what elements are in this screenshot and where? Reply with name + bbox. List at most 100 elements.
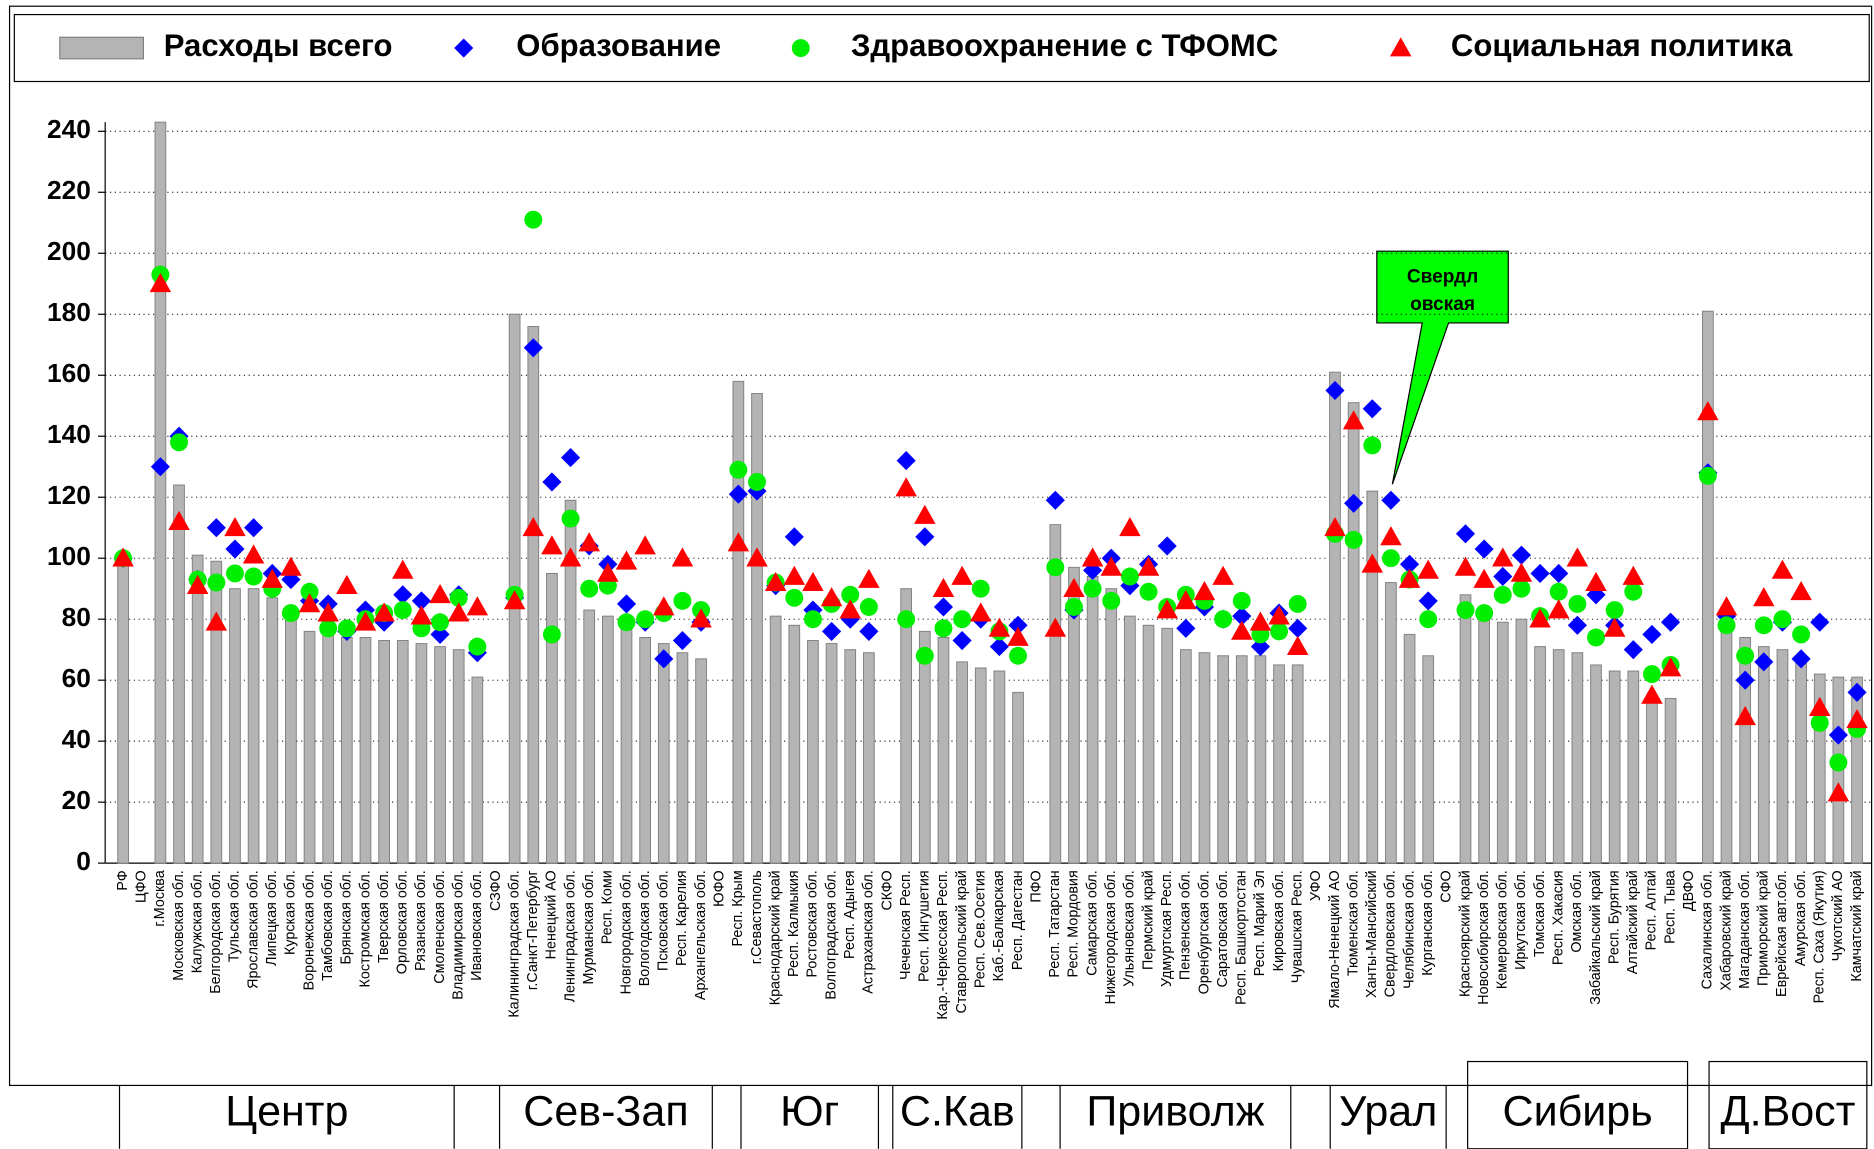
region-label: Сибирь bbox=[1503, 1087, 1653, 1135]
x-tick-label: Саратовская обл. bbox=[1215, 870, 1231, 987]
bar bbox=[1124, 615, 1136, 864]
diamond-marker bbox=[1474, 539, 1494, 559]
circle-marker bbox=[337, 619, 356, 638]
diamond-marker bbox=[616, 594, 637, 614]
bar bbox=[1627, 670, 1640, 864]
circle-marker bbox=[561, 509, 580, 528]
bar bbox=[974, 667, 987, 864]
x-tick-label: Волгоградская обл. bbox=[823, 870, 839, 999]
y-tick-label: 160 bbox=[47, 358, 91, 388]
x-tick-label: Кар.-Черкесская Респ. bbox=[935, 870, 951, 1019]
x-tick-label: Тверская обл. bbox=[376, 870, 392, 963]
diamond-marker bbox=[952, 630, 972, 651]
circle-marker bbox=[1363, 436, 1382, 455]
x-tick-label: Кировская обл. bbox=[1271, 870, 1287, 971]
triangle-marker bbox=[671, 547, 694, 567]
diamond-marker bbox=[1735, 670, 1755, 690]
circle-marker bbox=[1102, 591, 1121, 610]
bar bbox=[1422, 655, 1435, 864]
triangle-marker bbox=[1361, 553, 1384, 573]
region-label: С.Кав bbox=[900, 1087, 1015, 1135]
x-tick-label: Нижегородская обл. bbox=[1103, 870, 1119, 1004]
diamond-marker bbox=[1530, 563, 1550, 584]
triangle-marker bbox=[466, 596, 489, 616]
bar bbox=[863, 652, 875, 864]
diamond-marker bbox=[561, 448, 581, 468]
x-tick-label: Респ. Мордовия bbox=[1066, 870, 1082, 977]
x-tick-label: Каб.-Балкарская bbox=[991, 870, 1007, 981]
bar bbox=[303, 630, 316, 864]
bar bbox=[583, 609, 596, 864]
x-tick-label: Респ. Башкортостан bbox=[1234, 870, 1250, 1005]
circle-marker bbox=[281, 604, 300, 623]
x-tick-label: Астраханская обл. bbox=[861, 870, 877, 993]
circle-marker bbox=[449, 588, 468, 607]
x-tick-label: Ямало-Ненецкий АО bbox=[1327, 870, 1343, 1008]
diamond-marker bbox=[933, 597, 954, 617]
bar bbox=[788, 624, 801, 864]
triangle-marker bbox=[1771, 559, 1794, 579]
triangle-marker bbox=[820, 587, 843, 607]
bar bbox=[1179, 649, 1192, 864]
triangle-marker bbox=[392, 559, 414, 579]
triangle-marker bbox=[1641, 684, 1663, 704]
triangle-marker bbox=[1249, 611, 1272, 631]
circle-marker bbox=[1456, 601, 1475, 619]
bar bbox=[807, 640, 819, 864]
bar bbox=[471, 676, 484, 864]
bar bbox=[1590, 664, 1602, 864]
diamond-marker bbox=[523, 338, 543, 358]
triangle-marker bbox=[858, 568, 880, 588]
x-tick-label: Красноярский край bbox=[1457, 870, 1473, 997]
triangle-marker bbox=[1715, 596, 1738, 616]
triangle-marker bbox=[1585, 571, 1607, 591]
diamond-marker bbox=[1400, 554, 1420, 574]
bar bbox=[1702, 310, 1714, 864]
diamond-marker bbox=[859, 621, 879, 641]
x-tick-label: СКФО bbox=[879, 870, 895, 910]
x-tick-label: Белгородская обл. bbox=[208, 870, 224, 993]
chart-frame bbox=[8, 5, 1873, 1087]
triangle-marker bbox=[224, 516, 246, 537]
diamond-marker bbox=[1176, 618, 1196, 638]
x-tick-label: Респ. Бурятия bbox=[1606, 870, 1622, 964]
triangle-marker bbox=[1734, 706, 1756, 726]
y-tick-label: 80 bbox=[62, 602, 91, 632]
circle-marker bbox=[1046, 558, 1065, 577]
triangle-marker bbox=[578, 532, 600, 552]
triangle-marker bbox=[1380, 526, 1402, 546]
x-tick-label: Пермский край bbox=[1140, 870, 1156, 970]
bar bbox=[937, 636, 950, 864]
bar bbox=[1757, 646, 1770, 864]
x-tick-label: Ханты-Мансийский bbox=[1364, 870, 1380, 998]
circle-marker bbox=[1381, 549, 1400, 568]
triangle-marker bbox=[1566, 547, 1589, 567]
diamond-marker bbox=[1511, 545, 1531, 565]
bar bbox=[1254, 655, 1267, 864]
circle-marker bbox=[542, 625, 561, 644]
y-tick-label: 180 bbox=[47, 297, 91, 327]
triangle-marker bbox=[727, 532, 750, 552]
circle-marker bbox=[953, 610, 972, 629]
bar bbox=[1664, 697, 1677, 864]
x-tick-label: Брянская обл. bbox=[339, 870, 355, 964]
bar bbox=[918, 630, 931, 864]
diamond-marker bbox=[672, 630, 692, 651]
triangle-marker bbox=[1156, 599, 1178, 619]
x-tick-label: Чувашская Респ. bbox=[1289, 870, 1305, 983]
x-tick-label: ПФО bbox=[1028, 870, 1044, 902]
x-tick-label: Оренбургская обл. bbox=[1196, 870, 1212, 994]
diamond-marker bbox=[1157, 536, 1177, 556]
x-tick-label: Респ. Адыгея bbox=[842, 870, 858, 959]
x-tick-label: Амурская обл. bbox=[1793, 870, 1809, 966]
x-tick-label: Ульяновская обл. bbox=[1122, 870, 1138, 986]
bar bbox=[266, 597, 279, 864]
circle-marker bbox=[1792, 625, 1811, 644]
triangle-marker bbox=[1547, 599, 1570, 619]
diamond-marker bbox=[1493, 566, 1513, 587]
callout-text: овская bbox=[1410, 294, 1475, 315]
x-tick-label: Липецкая обл. bbox=[264, 870, 280, 966]
bar bbox=[1273, 664, 1285, 864]
x-tick-label: Ставропольский край bbox=[954, 870, 970, 1013]
circle-marker bbox=[1736, 646, 1755, 665]
